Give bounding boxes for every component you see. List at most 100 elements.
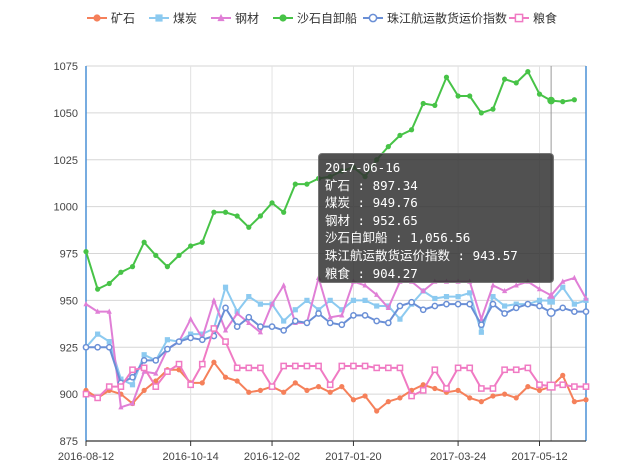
data-point[interactable] <box>222 284 229 290</box>
data-point[interactable] <box>361 362 369 370</box>
data-point[interactable] <box>512 304 520 312</box>
data-point[interactable] <box>524 300 532 308</box>
data-point[interactable] <box>536 297 543 303</box>
data-point[interactable] <box>129 373 136 381</box>
data-point[interactable] <box>82 390 90 398</box>
data-point[interactable] <box>141 387 147 393</box>
data-point[interactable] <box>397 395 403 401</box>
data-point[interactable] <box>326 319 334 327</box>
data-point[interactable] <box>362 282 368 288</box>
data-point[interactable] <box>536 387 543 393</box>
data-point[interactable] <box>292 181 298 187</box>
data-point[interactable] <box>443 385 450 392</box>
data-point[interactable] <box>152 357 160 364</box>
data-point[interactable] <box>304 387 310 393</box>
data-point[interactable] <box>362 393 368 399</box>
data-point[interactable] <box>257 329 264 335</box>
data-point[interactable] <box>327 389 333 395</box>
data-point[interactable] <box>467 93 473 99</box>
data-point[interactable] <box>246 294 252 300</box>
data-point[interactable] <box>175 338 183 345</box>
data-point[interactable] <box>396 364 404 372</box>
data-point[interactable] <box>501 366 508 374</box>
data-point[interactable] <box>560 278 566 284</box>
data-point[interactable] <box>419 387 427 394</box>
data-point[interactable] <box>467 290 473 296</box>
data-point[interactable] <box>547 291 555 299</box>
data-point[interactable] <box>478 329 484 335</box>
data-point[interactable] <box>94 343 101 351</box>
data-point[interactable] <box>571 274 577 280</box>
data-point[interactable] <box>94 394 101 402</box>
data-point[interactable] <box>211 359 217 365</box>
data-point[interactable] <box>315 384 322 390</box>
data-point[interactable] <box>315 307 322 313</box>
data-point[interactable] <box>583 295 589 301</box>
series-5[interactable] <box>82 325 590 402</box>
data-point[interactable] <box>105 383 113 390</box>
data-point[interactable] <box>129 264 136 270</box>
legend[interactable]: 矿石 煤炭 钢材 沙石自卸船 珠江航运散货运价指数 粮食 <box>87 11 557 26</box>
data-point[interactable] <box>408 298 415 306</box>
data-point[interactable] <box>164 337 170 343</box>
data-point[interactable] <box>350 397 357 403</box>
data-point[interactable] <box>339 384 345 390</box>
data-point[interactable] <box>291 362 299 370</box>
legend-marker[interactable] <box>93 14 101 22</box>
data-point[interactable] <box>222 304 229 312</box>
data-point[interactable] <box>222 209 229 215</box>
data-point[interactable] <box>245 313 253 321</box>
data-point[interactable] <box>490 282 496 288</box>
data-point[interactable] <box>502 303 508 309</box>
data-point[interactable] <box>490 393 496 399</box>
data-point[interactable] <box>245 364 253 372</box>
data-point[interactable] <box>560 372 566 378</box>
data-point[interactable] <box>396 302 404 310</box>
data-point[interactable] <box>477 321 485 329</box>
data-point[interactable] <box>326 381 334 389</box>
data-point[interactable] <box>502 287 508 294</box>
data-point[interactable] <box>547 96 555 105</box>
data-point[interactable] <box>188 316 194 322</box>
data-point[interactable] <box>257 301 264 307</box>
data-point[interactable] <box>525 69 531 75</box>
data-point[interactable] <box>233 323 241 330</box>
data-point[interactable] <box>269 301 275 307</box>
data-point[interactable] <box>281 282 287 288</box>
data-point[interactable] <box>490 106 496 112</box>
data-point[interactable] <box>303 362 311 370</box>
data-point[interactable] <box>466 300 474 308</box>
data-point[interactable] <box>478 316 484 322</box>
data-point[interactable] <box>246 389 252 395</box>
data-point[interactable] <box>443 300 450 308</box>
data-point[interactable] <box>164 264 170 270</box>
data-point[interactable] <box>502 391 508 397</box>
data-point[interactable] <box>106 308 112 314</box>
data-point[interactable] <box>431 302 439 310</box>
data-point[interactable] <box>304 181 310 187</box>
data-point[interactable] <box>490 294 496 300</box>
data-point[interactable] <box>152 383 160 390</box>
data-point[interactable] <box>269 200 275 206</box>
data-point[interactable] <box>384 364 392 372</box>
data-point[interactable] <box>385 304 391 310</box>
data-point[interactable] <box>559 304 567 312</box>
data-point[interactable] <box>83 249 89 255</box>
data-point[interactable] <box>164 368 171 375</box>
data-point[interactable] <box>536 91 543 97</box>
legend-marker[interactable] <box>217 13 225 22</box>
data-point[interactable] <box>466 364 474 372</box>
data-point[interactable] <box>153 370 159 376</box>
data-point[interactable] <box>199 239 205 245</box>
data-point[interactable] <box>582 308 590 315</box>
data-point[interactable] <box>502 76 508 82</box>
data-point[interactable] <box>83 301 89 307</box>
data-point[interactable] <box>454 364 462 372</box>
data-point[interactable] <box>420 100 426 107</box>
data-point[interactable] <box>95 331 101 337</box>
legend-item-5[interactable]: 粮食 <box>509 11 557 26</box>
legend-marker[interactable] <box>279 14 287 22</box>
data-point[interactable] <box>140 357 148 364</box>
data-point[interactable] <box>397 316 403 322</box>
data-point[interactable] <box>291 317 299 325</box>
